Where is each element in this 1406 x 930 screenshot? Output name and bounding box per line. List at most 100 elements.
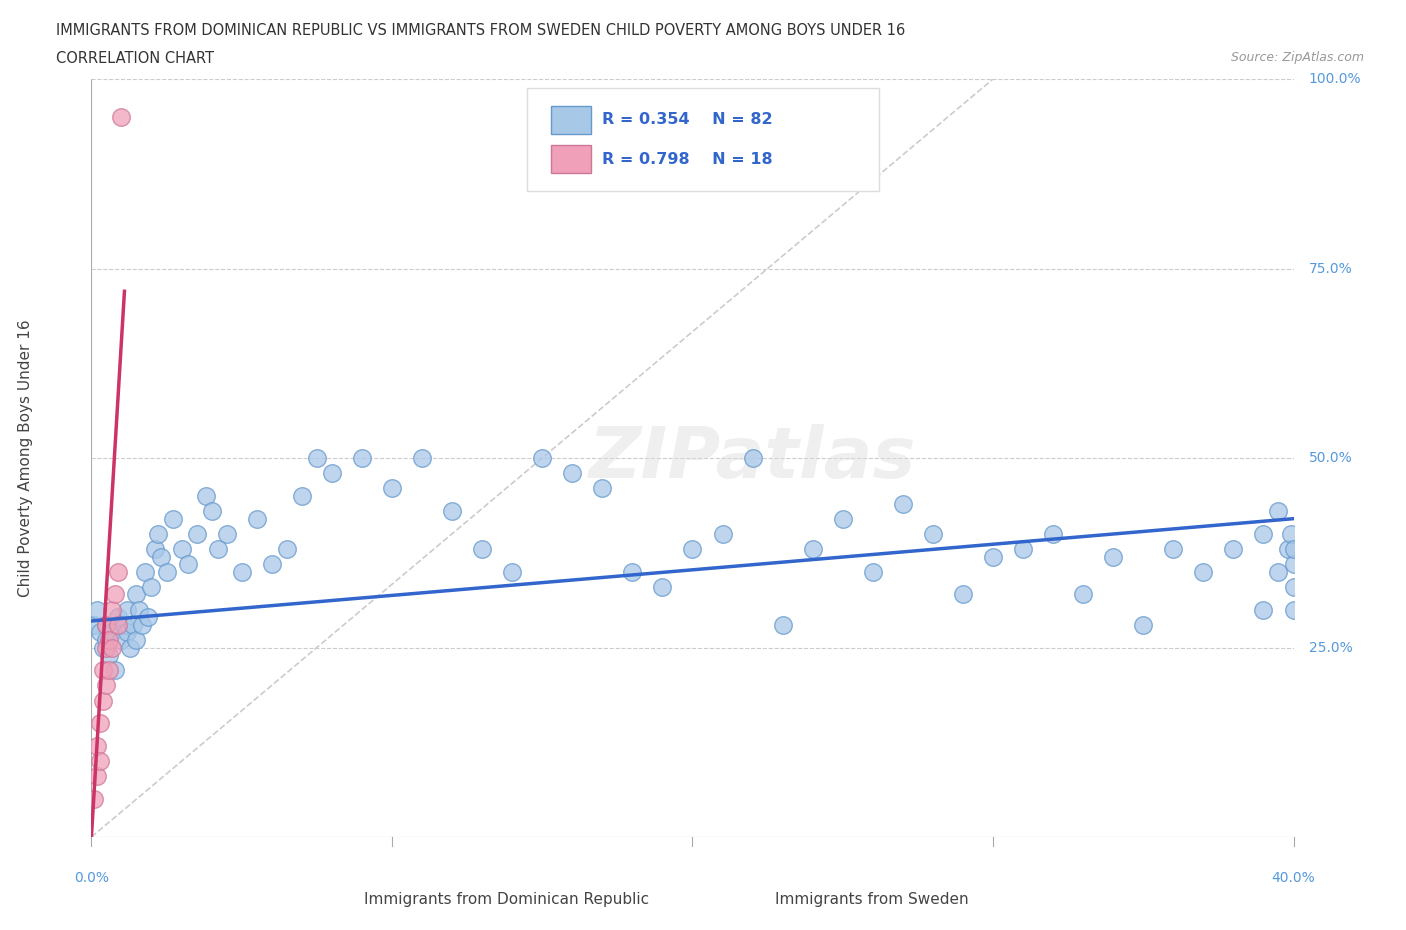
Point [501, 565, 523, 579]
Text: 100.0%: 100.0% [1309, 72, 1361, 86]
Point [1012, 541, 1035, 556]
Point [1267, 565, 1289, 579]
Point [83, 791, 105, 806]
Point [862, 565, 884, 579]
Point [110, 110, 132, 125]
Point [117, 625, 139, 640]
Point [1071, 587, 1094, 602]
Point [1253, 603, 1275, 618]
Point [741, 451, 763, 466]
Point [1192, 565, 1215, 579]
Point [125, 587, 148, 602]
Text: Child Poverty Among Boys Under 16: Child Poverty Among Boys Under 16 [18, 319, 32, 597]
Point [162, 512, 184, 526]
Text: 50.0%: 50.0% [1309, 451, 1353, 465]
Point [291, 488, 314, 503]
Point [170, 541, 193, 556]
Point [98, 632, 121, 647]
Point [711, 526, 734, 541]
Point [114, 618, 136, 632]
Point [276, 541, 298, 556]
Point [117, 603, 139, 618]
Point [231, 565, 253, 579]
Point [93, 640, 115, 655]
Point [83, 618, 105, 632]
Text: Immigrants from Sweden: Immigrants from Sweden [775, 892, 969, 907]
Point [801, 541, 824, 556]
Point [107, 618, 129, 632]
Point [125, 632, 148, 647]
Point [131, 618, 153, 632]
Point [591, 481, 613, 496]
Point [155, 565, 177, 579]
Point [149, 549, 172, 564]
Point [107, 610, 129, 625]
Point [246, 512, 269, 526]
Point [681, 541, 703, 556]
Point [1282, 557, 1305, 572]
Point [440, 504, 463, 519]
Point [411, 451, 433, 466]
Point [176, 557, 198, 572]
Point [104, 663, 127, 678]
Text: Source: ZipAtlas.com: Source: ZipAtlas.com [1230, 51, 1364, 64]
Point [86, 738, 108, 753]
Point [104, 587, 127, 602]
Text: Immigrants from Dominican Republic: Immigrants from Dominican Republic [364, 892, 648, 907]
Text: 75.0%: 75.0% [1309, 261, 1353, 275]
Point [86, 603, 108, 618]
Text: 0.0%: 0.0% [75, 871, 108, 885]
Point [621, 565, 644, 579]
Point [96, 678, 118, 693]
Point [141, 579, 163, 594]
Point [471, 541, 494, 556]
Text: 25.0%: 25.0% [1309, 641, 1353, 655]
Point [98, 663, 121, 678]
Point [101, 625, 124, 640]
Point [138, 610, 160, 625]
Point [1132, 618, 1154, 632]
Point [146, 526, 169, 541]
Point [110, 632, 132, 647]
Point [101, 603, 124, 618]
Point [1282, 579, 1305, 594]
Point [89, 753, 111, 768]
Point [260, 557, 283, 572]
Text: 40.0%: 40.0% [1271, 871, 1316, 885]
Text: CORRELATION CHART: CORRELATION CHART [56, 51, 214, 66]
Text: R = 0.354    N = 82: R = 0.354 N = 82 [602, 112, 772, 126]
Point [305, 451, 328, 466]
Point [1279, 526, 1302, 541]
Point [122, 618, 145, 632]
Point [1267, 504, 1289, 519]
Point [1222, 541, 1244, 556]
Point [194, 488, 217, 503]
Point [128, 603, 150, 618]
Point [772, 618, 794, 632]
Point [143, 541, 166, 556]
Point [93, 663, 115, 678]
Point [101, 640, 124, 655]
Point [98, 647, 121, 662]
Point [96, 640, 118, 655]
Point [86, 769, 108, 784]
Point [1277, 541, 1299, 556]
Point [922, 526, 945, 541]
Point [120, 640, 142, 655]
Point [96, 618, 118, 632]
Point [1282, 541, 1305, 556]
Point [1042, 526, 1064, 541]
Point [321, 466, 343, 481]
Point [89, 625, 111, 640]
Point [831, 512, 853, 526]
Point [207, 541, 229, 556]
Point [201, 504, 224, 519]
Point [1282, 603, 1305, 618]
Point [952, 587, 974, 602]
Point [96, 632, 118, 647]
Point [531, 451, 554, 466]
Text: IMMIGRANTS FROM DOMINICAN REPUBLIC VS IMMIGRANTS FROM SWEDEN CHILD POVERTY AMONG: IMMIGRANTS FROM DOMINICAN REPUBLIC VS IM… [56, 23, 905, 38]
Point [381, 481, 404, 496]
Point [89, 716, 111, 731]
Point [1102, 549, 1125, 564]
